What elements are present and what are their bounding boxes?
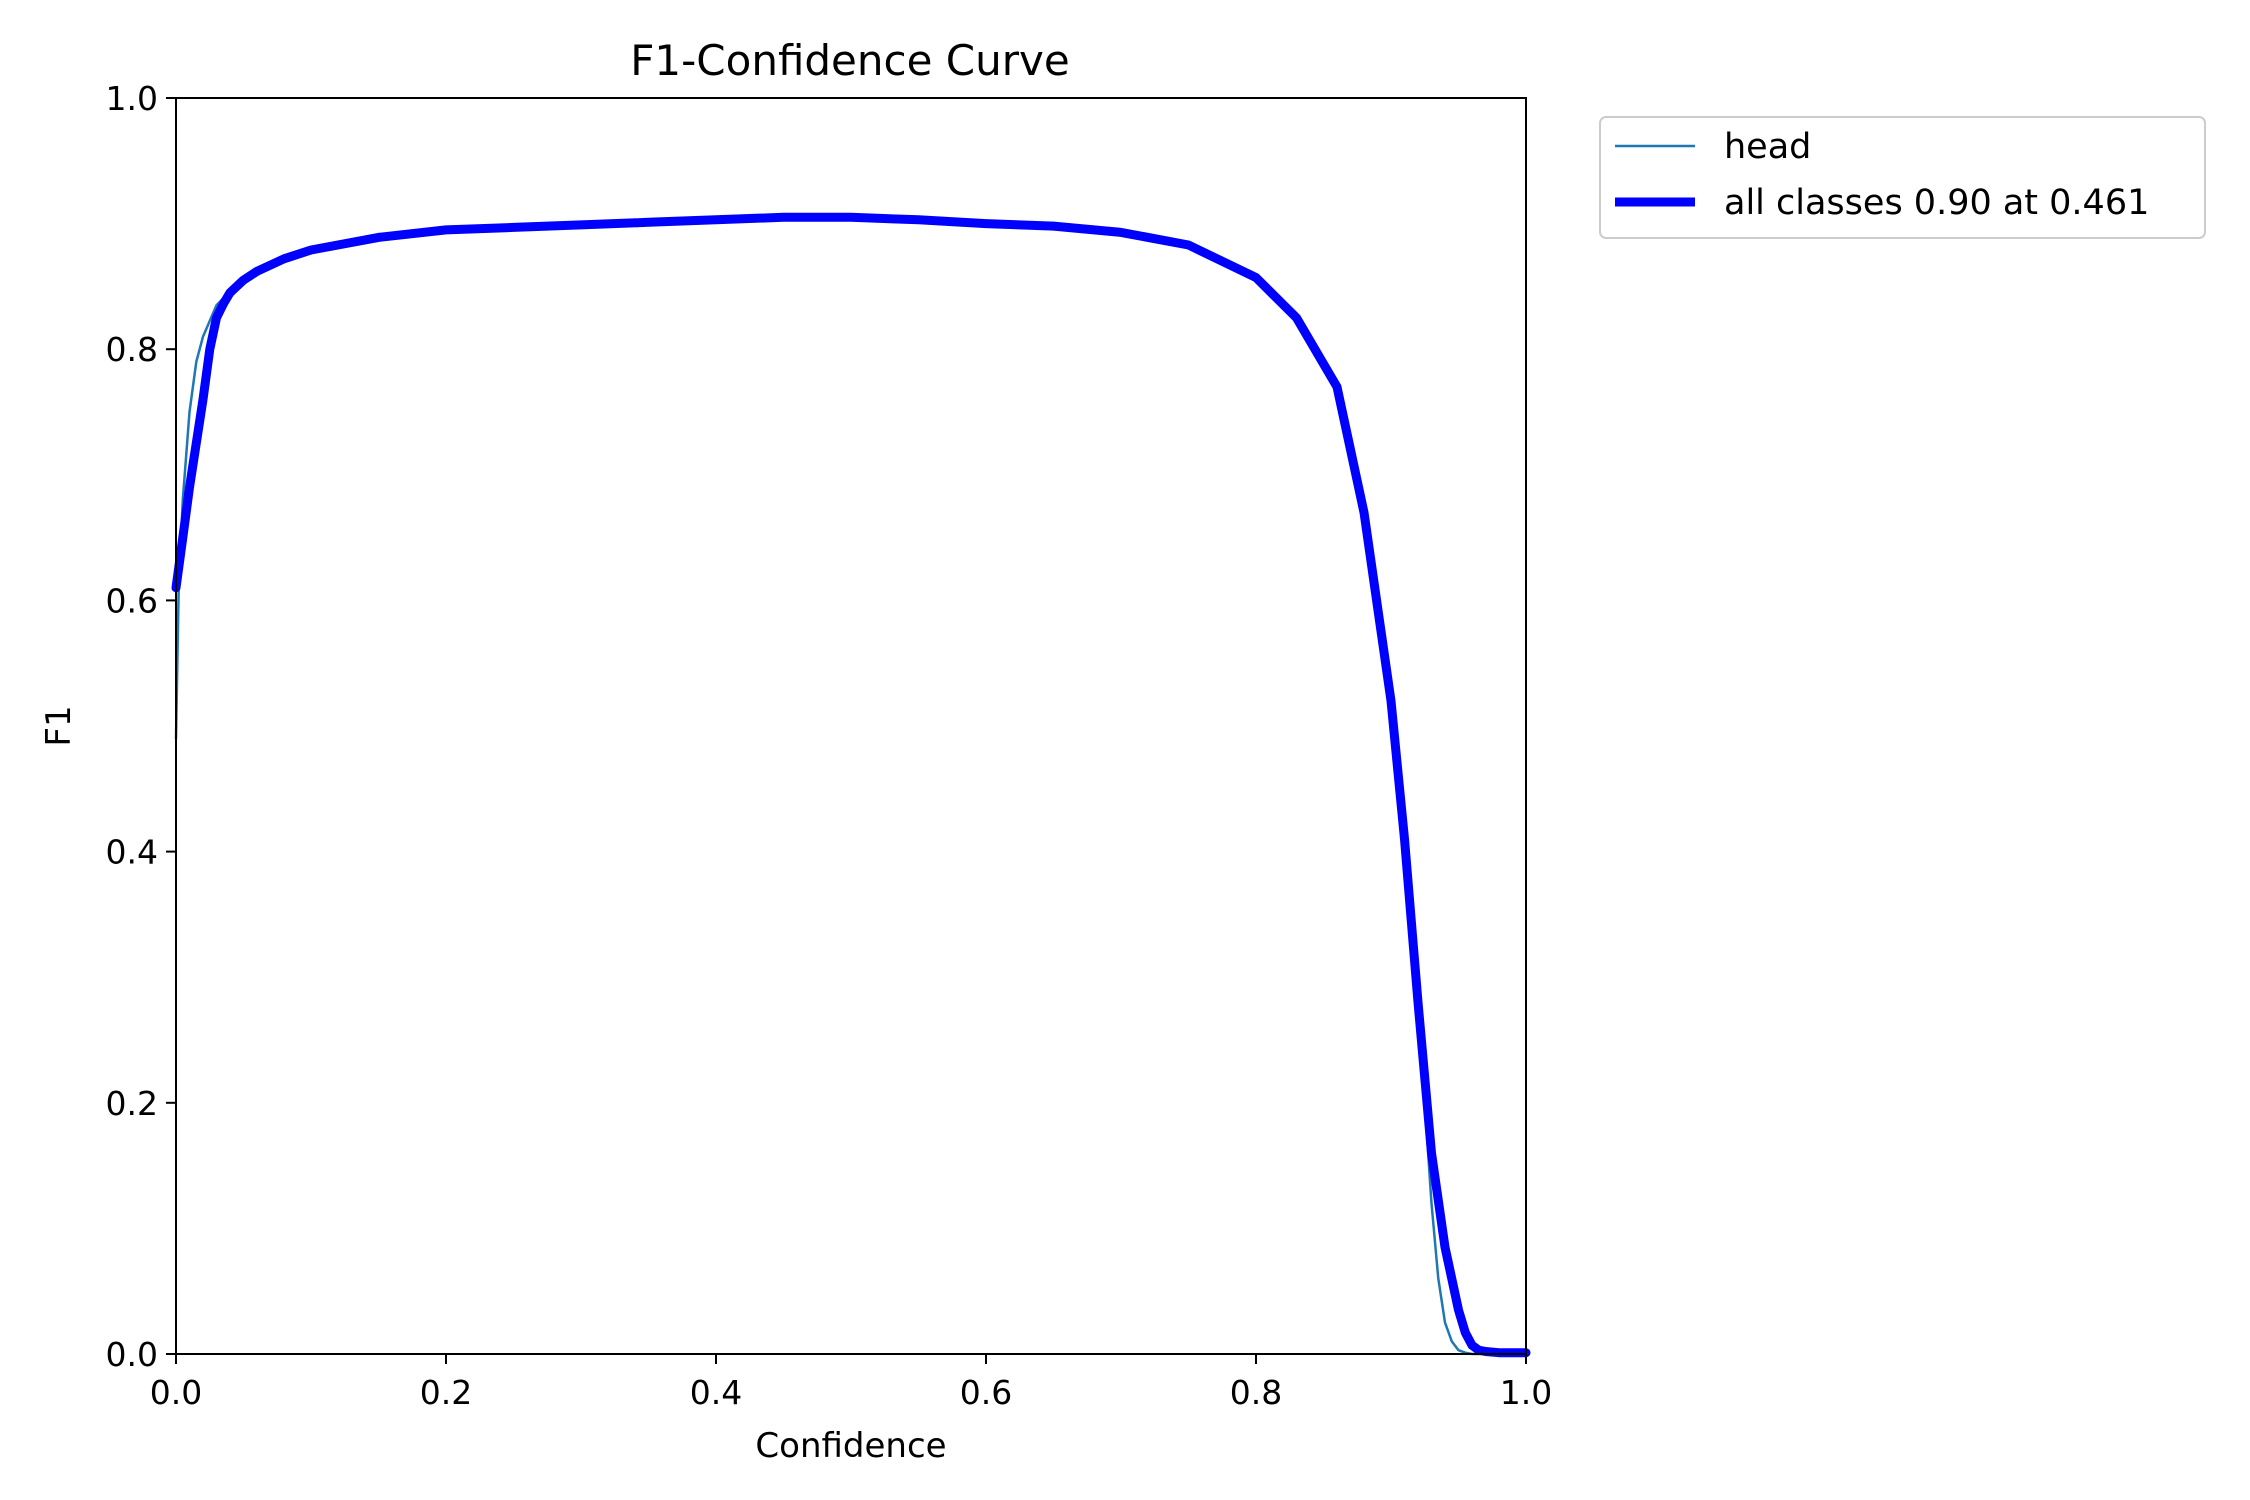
plot-frame [175, 97, 1527, 1355]
series-line-all-classes [171, 212, 1531, 1358]
x-tick-label: 0.2 [420, 1373, 472, 1412]
legend: head all classes 0.90 at 0.461 [1599, 116, 2206, 239]
y-tick-label: 0.6 [106, 581, 158, 620]
chart-title: F1-Confidence Curve [630, 36, 1069, 85]
x-tick-label: 0.4 [690, 1373, 742, 1412]
x-tick-label: 0.0 [150, 1373, 202, 1412]
legend-label-all-classes: all classes 0.90 at 0.461 [1724, 183, 2149, 223]
x-tick-label: 0.8 [1230, 1373, 1282, 1412]
series-lines [171, 212, 1531, 1358]
x-tick-label: 1.0 [1500, 1373, 1552, 1412]
x-axis-ticks: 0.0 0.2 0.4 0.6 0.8 1.0 [150, 1354, 1552, 1412]
y-tick-label: 0.0 [106, 1335, 158, 1374]
x-axis-label: Confidence [755, 1426, 946, 1466]
plot-area [171, 97, 1531, 1358]
y-tick-label: 0.4 [106, 833, 158, 872]
y-axis-ticks: 0.0 0.2 0.4 0.6 0.8 1.0 [106, 79, 176, 1374]
y-tick-label: 0.2 [106, 1084, 158, 1123]
y-axis-label: F1 [39, 705, 79, 746]
x-tick-label: 0.6 [960, 1373, 1012, 1412]
plot-background [176, 98, 1526, 1354]
legend-box [1599, 116, 2206, 239]
y-tick-label: 1.0 [106, 79, 158, 118]
legend-label-head: head [1724, 127, 1811, 167]
y-tick-label: 0.8 [106, 330, 158, 369]
